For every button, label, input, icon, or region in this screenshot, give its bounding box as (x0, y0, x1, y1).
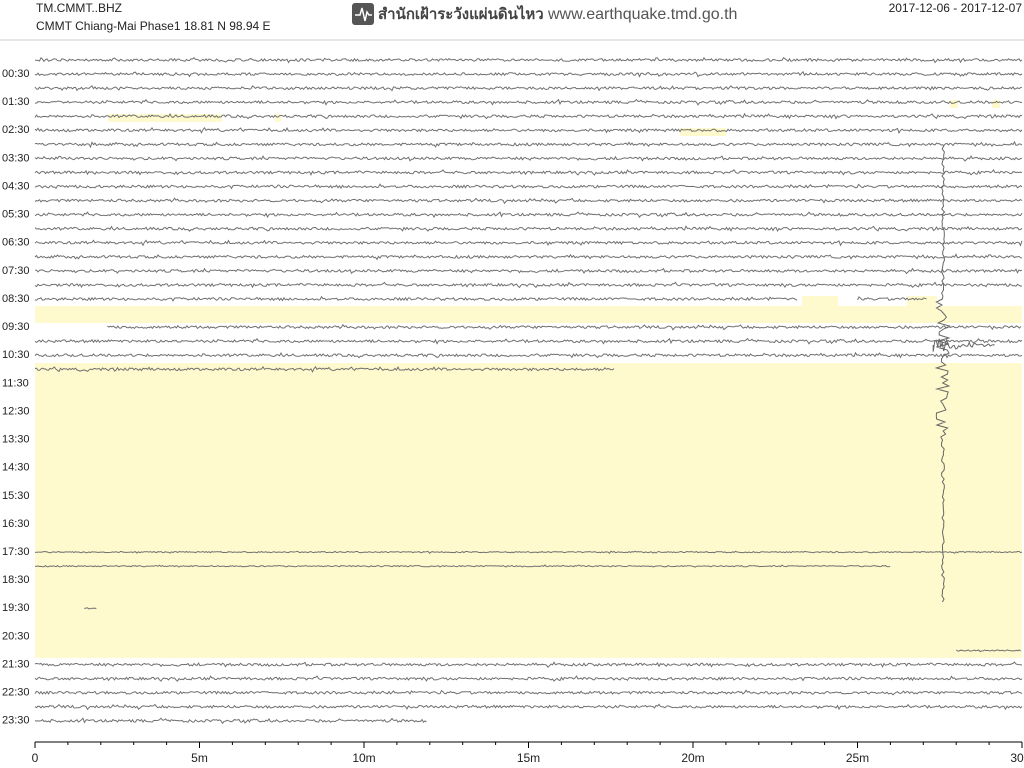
website: www.earthquake.tmd.go.th (547, 6, 737, 23)
seismic-trace (34, 197, 1023, 205)
seismic-trace (34, 140, 1023, 149)
y-tick-label: 15:30 (2, 490, 30, 502)
y-tick-label: 07:30 (2, 265, 30, 277)
seismic-trace (34, 169, 1023, 176)
y-tick-label: 09:30 (2, 321, 30, 333)
data-gap (35, 306, 1022, 658)
seismic-trace (34, 351, 1023, 359)
y-tick-label: 11:30 (2, 377, 29, 389)
x-tick-label: 10m (352, 751, 375, 765)
seismic-trace (34, 155, 1023, 162)
seismic-trace (34, 281, 1023, 289)
y-tick-label: 01:30 (2, 96, 30, 108)
seismic-trace (857, 296, 927, 301)
seismic-trace (34, 56, 1023, 64)
data-gap (950, 100, 958, 108)
seismic-trace (34, 253, 1023, 261)
data-gap (218, 114, 222, 122)
y-tick-label: 02:30 (2, 124, 30, 136)
agency-name: สำนักเฝ้าระวังแผ่นดินไหว (378, 4, 544, 23)
x-tick-label: 25m (846, 751, 869, 765)
seismic-trace (34, 85, 1023, 92)
y-tick-label: 16:30 (2, 518, 30, 530)
data-gap (275, 114, 281, 122)
x-tick-label: 30m (1010, 751, 1024, 765)
y-tick-label: 05:30 (2, 209, 30, 221)
y-tick-label: 21:30 (2, 658, 30, 670)
date-range: 2017-12-06 - 2017-12-07 (889, 1, 1023, 15)
y-tick-label: 22:30 (2, 687, 30, 699)
station-code: TM.CMMT..BHZ (36, 1, 122, 15)
seismic-trace (34, 295, 798, 302)
y-tick-label: 17:30 (2, 546, 30, 558)
y-tick-label: 04:30 (2, 180, 30, 192)
earthquake-coda (932, 338, 995, 352)
seismic-trace (34, 211, 1023, 219)
seismic-trace (955, 649, 1021, 653)
seismic-trace (34, 689, 1023, 696)
seismic-trace (34, 365, 615, 373)
seismic-trace (34, 717, 427, 725)
y-tick-label: 03:30 (2, 152, 30, 164)
seismic-trace (34, 564, 891, 568)
data-gap (907, 296, 937, 306)
seismic-trace (34, 267, 1023, 275)
seismic-trace (107, 323, 1022, 331)
x-tick-label: 15m (517, 751, 540, 765)
seismic-trace (35, 98, 1023, 106)
y-tick-label: 23:30 (2, 715, 30, 727)
station-location: CMMT Chiang-Mai Phase1 18.81 N 98.94 E (36, 19, 271, 33)
data-gap (802, 296, 838, 306)
y-tick-label: 08:30 (2, 293, 30, 305)
data-gap (108, 114, 220, 122)
y-tick-label: 00:30 (2, 68, 30, 80)
y-tick-label: 14:30 (2, 462, 30, 474)
earthquake-signal (934, 145, 951, 603)
seismic-trace (34, 112, 1023, 120)
seismic-trace (34, 70, 1023, 78)
seismic-trace (34, 703, 1023, 711)
seismic-trace (34, 337, 1023, 345)
y-tick-label: 18:30 (2, 574, 30, 586)
seismic-trace (34, 661, 1023, 668)
logo-wave (355, 7, 372, 22)
seismic-trace (34, 550, 1023, 555)
y-tick-label: 20:30 (2, 630, 30, 642)
y-tick-label: 12:30 (2, 405, 30, 417)
seismic-trace (34, 225, 1023, 232)
y-tick-label: 19:30 (2, 602, 30, 614)
y-tick-label: 10:30 (2, 349, 30, 361)
x-tick-label: 5m (191, 751, 208, 765)
seismic-trace (34, 239, 1023, 247)
seismic-trace (34, 675, 1023, 682)
seismic-trace (84, 607, 97, 610)
seismic-trace (34, 127, 1023, 135)
y-tick-label: 13:30 (2, 434, 30, 446)
seismic-trace (34, 183, 1023, 190)
data-gap (680, 128, 726, 136)
x-tick-label: 20m (681, 751, 704, 765)
y-tick-label: 06:30 (2, 237, 30, 249)
data-gap (992, 100, 1000, 108)
x-tick-label: 0 (32, 751, 39, 765)
